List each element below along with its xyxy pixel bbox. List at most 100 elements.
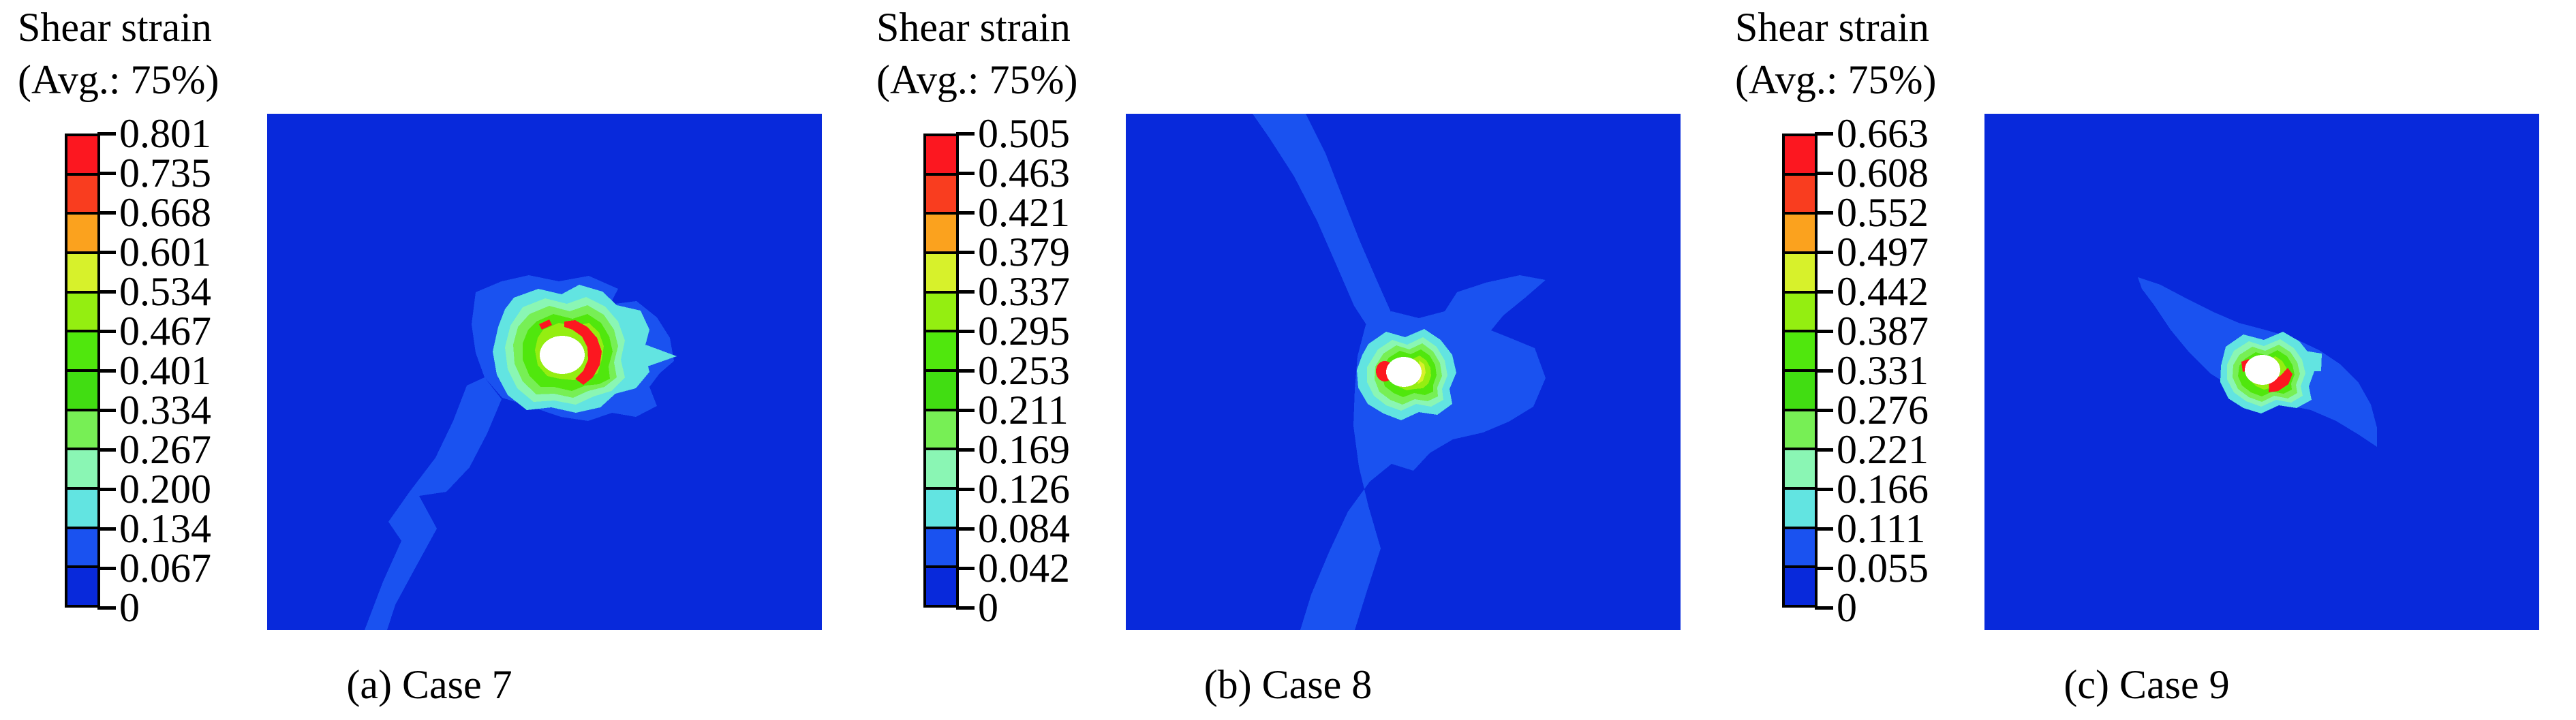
contour-region: [365, 377, 502, 630]
legend-swatch: [1785, 136, 1815, 176]
legend-swatch: [67, 332, 97, 373]
legend-tick-line: [97, 567, 116, 570]
legend-tick-line: [1815, 567, 1833, 570]
legend-tick-label: 0.387: [1837, 309, 1929, 354]
legend-tick-label: 0.126: [978, 467, 1070, 512]
contour-region: [615, 339, 677, 371]
legend-tick-label: 0.166: [1837, 467, 1929, 512]
legend-tick-label: 0.663: [1837, 111, 1929, 156]
legend-tick-line: [956, 132, 975, 136]
legend-tick-label: 0: [1837, 585, 1857, 630]
legend-tick-label: 0.534: [119, 269, 211, 314]
legend-swatch: [1785, 568, 1815, 606]
legend-swatch: [67, 450, 97, 490]
legend-swatch: [1785, 450, 1815, 490]
legend-swatch: [67, 372, 97, 411]
legend-tick-line: [1815, 330, 1833, 333]
legend-tick-line: [97, 211, 116, 215]
legend-colorbar: [923, 134, 959, 608]
legend-tick-label: 0.668: [119, 190, 211, 235]
legend-tick-line: [1815, 606, 1833, 610]
legend-title: Shear strain (Avg.: 75%): [18, 1, 219, 106]
contour-region: [1253, 114, 1394, 333]
legend-tick-label: 0.601: [119, 230, 211, 275]
legend-tick-line: [97, 172, 116, 175]
contour-plot-case-8: [1126, 114, 1681, 630]
legend-tick-label: 0.735: [119, 151, 211, 195]
legend-tick-line: [97, 330, 116, 333]
legend-swatch: [1785, 215, 1815, 255]
legend-swatch: [926, 490, 956, 529]
legend-tick-label: 0.169: [978, 427, 1070, 472]
legend-tick-line: [956, 330, 975, 333]
legend-tick-label: 0.253: [978, 348, 1070, 393]
legend-tick-label: 0.505: [978, 111, 1070, 156]
legend-tick-label: 0.111: [1837, 506, 1926, 551]
legend-swatch: [1785, 332, 1815, 373]
panel-case-7: Shear strain (Avg.: 75%) 0.801 0.735 0.668…: [0, 0, 859, 720]
legend-title-line1: Shear strain: [1735, 5, 1929, 50]
legend-tick-label: 0.267: [119, 427, 211, 472]
legend-tick-line: [1815, 172, 1833, 175]
legend-tick-line: [1815, 369, 1833, 373]
legend-swatch: [67, 529, 97, 569]
panel-case-8: Shear strain (Avg.: 75%) 0.505 0.463 0.421…: [859, 0, 1717, 720]
legend-tick-label: 0.401: [119, 348, 211, 393]
legend-tick-line: [956, 172, 975, 175]
legend-ticks: 0.801 0.735 0.668 0.601 0.534 0.467 0.401 0.334…: [65, 111, 283, 630]
contour-region: [564, 320, 602, 385]
legend-tick-line: [1815, 290, 1833, 294]
hole-region: [2245, 355, 2280, 385]
contour-region: [2303, 351, 2322, 371]
legend-tick-line: [97, 527, 116, 531]
legend-tick-line: [1815, 527, 1833, 531]
legend-tick-line: [1815, 448, 1833, 452]
legend-tick-line: [1815, 409, 1833, 412]
legend-tick-label: 0: [978, 585, 998, 630]
legend-tick-line: [97, 488, 116, 491]
legend-tick-label: 0.334: [119, 388, 211, 433]
legend-swatch: [67, 254, 97, 294]
legend-tick-line: [956, 488, 975, 491]
legend-tick-label: 0.442: [1837, 269, 1929, 314]
legend-tick-line: [1815, 211, 1833, 215]
legend-tick-label: 0.463: [978, 151, 1070, 195]
legend-tick-line: [956, 290, 975, 294]
legend-swatch: [1785, 175, 1815, 215]
legend-ticks: 0.505 0.463 0.421 0.379 0.337 0.295 0.253 0.211…: [923, 111, 1141, 630]
legend-swatch: [926, 332, 956, 373]
legend-swatch: [926, 372, 956, 411]
panel-case-9: Shear strain (Avg.: 75%) 0.663 0.608 0.552…: [1717, 0, 2576, 720]
caption-case-7: (a) Case 7: [346, 662, 512, 707]
legend-tick-label: 0.801: [119, 111, 211, 156]
legend-tick-label: 0.055: [1837, 546, 1929, 591]
legend-colorbar: [65, 134, 100, 608]
legend-tick-line: [97, 290, 116, 294]
legend-tick-line: [97, 251, 116, 254]
legend-ticks: 0.663 0.608 0.552 0.497 0.442 0.387 0.331 0.276…: [1782, 111, 2000, 630]
legend-swatch: [67, 568, 97, 606]
legend-tick-label: 0.295: [978, 309, 1070, 354]
legend-tick-line: [97, 448, 116, 452]
legend-swatch: [926, 215, 956, 255]
legend-tick-line: [1815, 488, 1833, 491]
legend-swatch: [926, 175, 956, 215]
legend-swatch: [67, 175, 97, 215]
legend-tick-line: [97, 369, 116, 373]
legend-title-line2: (Avg.: 75%): [18, 57, 219, 102]
legend-tick-label: 0.497: [1837, 230, 1929, 275]
legend-title: Shear strain (Avg.: 75%): [876, 1, 1078, 106]
legend-tick-line: [956, 448, 975, 452]
legend-swatch: [67, 136, 97, 176]
legend-title: Shear strain (Avg.: 75%): [1735, 1, 1937, 106]
legend-swatch: [67, 490, 97, 529]
legend-swatch: [926, 450, 956, 490]
legend-swatch: [926, 136, 956, 176]
caption-case-8: (b) Case 8: [1203, 662, 1373, 707]
contour-plot-case-9: [1984, 114, 2539, 630]
legend-tick-line: [97, 132, 116, 136]
legend-swatch: [926, 254, 956, 294]
legend-swatch: [1785, 293, 1815, 333]
legend-tick-line: [956, 409, 975, 412]
legend-tick-line: [1815, 251, 1833, 254]
